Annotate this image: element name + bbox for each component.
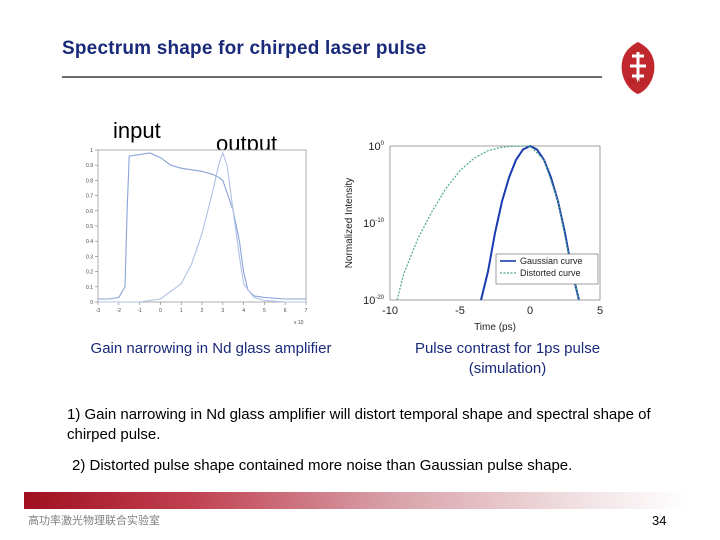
x-tick-label: 0 — [159, 308, 162, 314]
contrast-chart: 100 10-10 10-20-10 -5 0 5 Time (ps) Normalized … — [344, 141, 603, 333]
slide-title: Spectrum shape for chirped laser pulse — [62, 38, 427, 59]
paragraph-noise: 2) Distorted pulse shape contained more … — [72, 457, 573, 474]
y-tick-label: 100 — [368, 141, 384, 153]
x-tick-label: 5 — [263, 308, 266, 314]
footer-lab-name: 高功率激光物理联合实验室 — [28, 515, 160, 527]
title-divider — [62, 76, 602, 78]
x-tick-label: 2 — [201, 308, 204, 314]
y-tick-label: 0.2 — [86, 270, 93, 276]
y-tick-label: 0.8 — [86, 178, 93, 184]
y-tick-label: 0.3 — [86, 254, 93, 260]
footer-bar — [24, 492, 689, 509]
x-tick-label: 6 — [284, 308, 287, 314]
x-tick-label: 3 — [221, 308, 224, 314]
x-tick-label: 5 — [597, 305, 603, 317]
x-tick-label: -5 — [455, 305, 465, 317]
y-tick-label: 0 — [90, 300, 93, 306]
logo-caption: NUHEL — [628, 80, 650, 86]
x-tick-label: 0 — [527, 305, 533, 317]
x-tick-label: 4 — [242, 308, 245, 314]
y-tick-label: 10-20 — [363, 295, 385, 307]
legend-label: Distorted curve — [520, 268, 581, 278]
page-number: 34 — [652, 513, 667, 528]
x-tick-label: -3 — [96, 308, 101, 314]
institution-logo — [621, 42, 655, 94]
plot-frame — [97, 149, 307, 303]
x-tick-label: 1 — [180, 308, 183, 314]
caption-gain-narrowing: Gain narrowing in Nd glass amplifier — [90, 340, 332, 357]
spectrum-chart: 0 0.1 0.2 0.3 0.4 0.5 0.6 0.7 0.8 0.9 1 -3 -2 -1 0 1 2 3 4… — [86, 148, 308, 326]
caption-pulse-contrast: Pulse contrast for 1ps pulse (simulation… — [414, 340, 601, 377]
y-tick-label: 0.5 — [86, 224, 93, 230]
y-tick-label: 10-10 — [363, 218, 385, 230]
x-axis-label: Time (ps) — [474, 322, 516, 333]
x-axis-label: x 10 — [294, 320, 304, 326]
y-tick-label: 0.1 — [86, 285, 93, 291]
y-tick-label: 0.4 — [86, 239, 93, 245]
y-tick-label: 0.7 — [86, 194, 93, 200]
paragraph-gain-narrowing: 1) Gain narrowing in Nd glass amplifier … — [67, 406, 651, 443]
legend-box — [495, 253, 599, 285]
x-tick-label: 7 — [305, 308, 308, 314]
x-tick-label: -2 — [117, 308, 122, 314]
y-tick-label: 0.9 — [86, 163, 93, 169]
x-tick-label: -1 — [137, 308, 142, 314]
y-axis-label: Normalized Intensity — [344, 178, 355, 269]
series-line-distorted — [396, 145, 580, 301]
legend-label: Gaussian curve — [520, 256, 583, 266]
y-tick-label: 0.6 — [86, 209, 93, 215]
series-line-output — [98, 151, 306, 303]
x-tick-label: -10 — [382, 305, 398, 317]
y-tick-label: 1 — [90, 148, 93, 154]
input-label: input — [113, 118, 161, 143]
